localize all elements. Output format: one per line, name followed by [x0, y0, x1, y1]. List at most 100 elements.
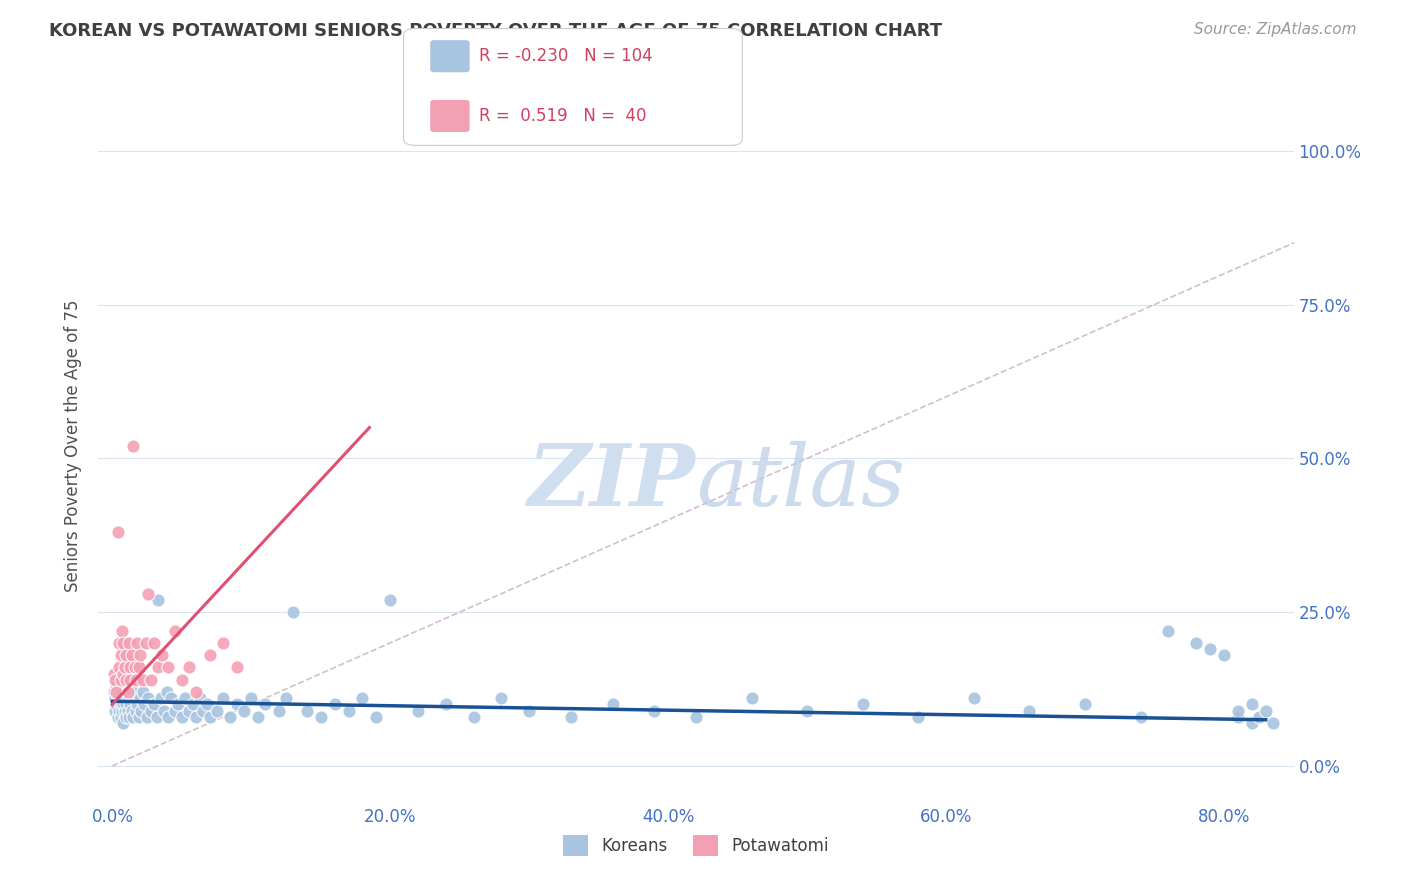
Point [240, 691, 263, 706]
Point [1226, 709, 1249, 723]
Point [1240, 715, 1263, 730]
Point [177, 704, 200, 718]
Point [129, 648, 152, 662]
Point [134, 698, 156, 712]
Point [685, 709, 707, 723]
Text: KOREAN VS POTAWATOMI SENIORS POVERTY OVER THE AGE OF 75 CORRELATION CHART: KOREAN VS POTAWATOMI SENIORS POVERTY OVE… [49, 22, 942, 40]
Point [1226, 704, 1249, 718]
Point [128, 660, 150, 674]
Text: Source: ZipAtlas.com: Source: ZipAtlas.com [1194, 22, 1357, 37]
Point [602, 698, 624, 712]
Point [1185, 636, 1208, 650]
Point [121, 648, 143, 662]
Point [114, 660, 136, 674]
Point [212, 636, 235, 650]
Point [963, 691, 986, 706]
Point [115, 698, 138, 712]
Point [125, 673, 148, 687]
Point [135, 636, 157, 650]
Point [105, 679, 128, 693]
Point [138, 587, 160, 601]
Point [104, 704, 127, 718]
Point [1199, 642, 1222, 657]
Point [741, 691, 763, 706]
Point [184, 709, 207, 723]
Point [149, 691, 172, 706]
Point [107, 691, 129, 706]
Point [111, 704, 134, 718]
Point [104, 673, 127, 687]
Point [110, 698, 132, 712]
Point [118, 636, 141, 650]
Point [122, 709, 145, 723]
Point [122, 685, 145, 699]
Point [127, 636, 149, 650]
Point [517, 704, 540, 718]
Point [107, 525, 129, 540]
Point [281, 605, 304, 619]
Point [1240, 698, 1263, 712]
Point [108, 636, 131, 650]
Point [159, 691, 181, 706]
Point [103, 685, 125, 699]
Point [155, 685, 177, 699]
Point [163, 704, 186, 718]
Point [434, 698, 457, 712]
Point [366, 709, 388, 723]
Point [309, 709, 332, 723]
Point [163, 624, 186, 638]
Point [108, 704, 131, 718]
Point [111, 624, 134, 638]
Text: R =  0.519   N =  40: R = 0.519 N = 40 [479, 107, 647, 125]
Point [108, 685, 131, 699]
Point [117, 685, 139, 699]
Point [1247, 709, 1270, 723]
Point [177, 660, 200, 674]
Point [254, 698, 277, 712]
Point [1018, 704, 1040, 718]
Point [337, 704, 360, 718]
Point [110, 709, 132, 723]
Point [129, 691, 152, 706]
Point [219, 709, 242, 723]
Point [122, 439, 145, 453]
Text: ZIP: ZIP [529, 440, 696, 524]
Point [117, 685, 139, 699]
Point [148, 660, 170, 674]
Point [152, 704, 174, 718]
Point [105, 685, 128, 699]
Point [352, 691, 374, 706]
Point [112, 698, 135, 712]
Point [115, 648, 138, 662]
Point [128, 709, 150, 723]
Point [124, 691, 146, 706]
Point [121, 704, 143, 718]
Point [226, 660, 249, 674]
Point [247, 709, 270, 723]
Point [132, 685, 155, 699]
Point [104, 691, 127, 706]
Point [205, 704, 228, 718]
Point [181, 698, 204, 712]
Point [852, 698, 875, 712]
Point [463, 709, 485, 723]
Point [110, 673, 132, 687]
Point [127, 698, 149, 712]
Point [295, 704, 318, 718]
Point [170, 709, 193, 723]
Point [406, 704, 429, 718]
Point [118, 691, 141, 706]
Point [115, 709, 138, 723]
Point [1254, 704, 1277, 718]
Point [274, 691, 297, 706]
Point [141, 704, 163, 718]
Point [110, 648, 132, 662]
Point [107, 709, 129, 723]
Point [1129, 709, 1152, 723]
Point [132, 673, 155, 687]
Point [188, 691, 211, 706]
Point [212, 691, 235, 706]
Point [150, 648, 173, 662]
Point [198, 648, 221, 662]
Point [198, 709, 221, 723]
